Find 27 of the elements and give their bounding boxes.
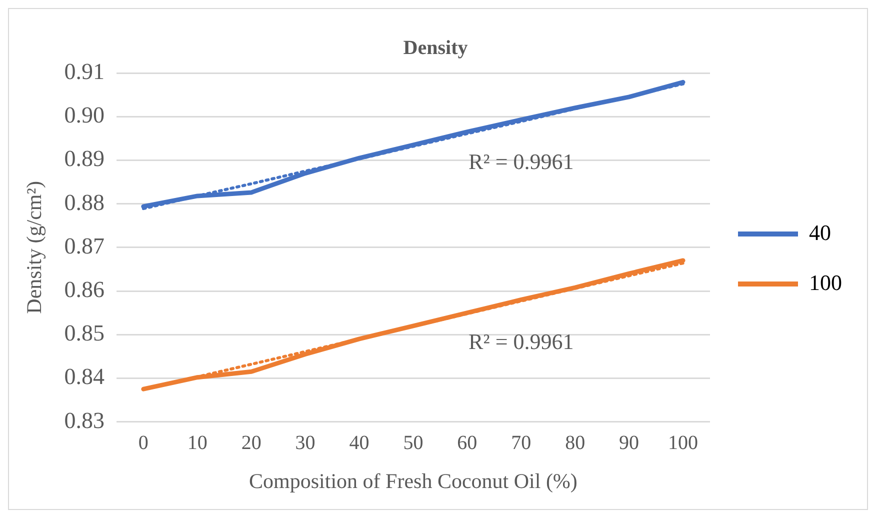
- y-tick-label: 0.84: [64, 364, 105, 390]
- x-tick-label: 90: [619, 432, 640, 454]
- y-tick-label: 0.89: [64, 146, 104, 172]
- x-tick-label: 80: [565, 432, 586, 454]
- x-tick-label: 50: [403, 432, 424, 454]
- annotation: R² = 0.9961: [468, 149, 574, 174]
- y-tick-label: 0.90: [64, 102, 104, 128]
- y-tick-label: 0.86: [64, 277, 104, 302]
- x-tick-label: 70: [511, 432, 532, 454]
- y-tick-label: 0.85: [64, 320, 104, 346]
- chart-title: Density: [403, 37, 468, 60]
- x-tick-label: 10: [187, 432, 208, 454]
- legend-label: 40: [809, 220, 831, 245]
- annotation: R² = 0.9961: [468, 328, 574, 354]
- x-tick-label: 40: [349, 432, 370, 454]
- y-tick-label: 0.91: [64, 59, 104, 84]
- x-tick-label: 0: [138, 432, 148, 454]
- legend-label: 100: [809, 270, 842, 295]
- x-tick-label: 20: [241, 432, 262, 454]
- y-tick-label: 0.87: [64, 233, 104, 258]
- y-axis-title: Density (g/cm²): [22, 180, 46, 314]
- x-tick-label: 100: [668, 432, 698, 454]
- x-tick-label: 30: [295, 432, 316, 454]
- y-tick-label: 0.83: [64, 408, 104, 433]
- x-axis-title: Composition of Fresh Coconut Oil (%): [249, 468, 578, 493]
- y-tick-label: 0.88: [64, 190, 104, 215]
- x-tick-label: 60: [457, 432, 478, 454]
